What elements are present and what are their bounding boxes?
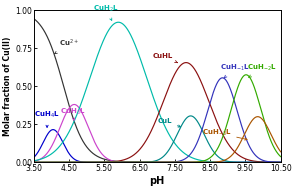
Text: CuH$_{-3}$L: CuH$_{-3}$L (201, 128, 247, 140)
Text: CuH$_{-1}$L: CuH$_{-1}$L (220, 63, 250, 78)
Text: CuL: CuL (158, 118, 181, 127)
Text: Cu$^{2+}$: Cu$^{2+}$ (55, 38, 79, 54)
Text: CuH$_2$L: CuH$_2$L (93, 4, 119, 20)
Text: CuHL: CuHL (153, 53, 178, 63)
Text: CuH$_3$L: CuH$_3$L (60, 106, 85, 120)
X-axis label: pH: pH (150, 176, 165, 186)
Y-axis label: Molar fraction of Cu(II): Molar fraction of Cu(II) (4, 36, 12, 136)
Text: CuH$_{-2}$L: CuH$_{-2}$L (247, 63, 277, 78)
Text: CuH$_4$L: CuH$_4$L (34, 110, 60, 127)
